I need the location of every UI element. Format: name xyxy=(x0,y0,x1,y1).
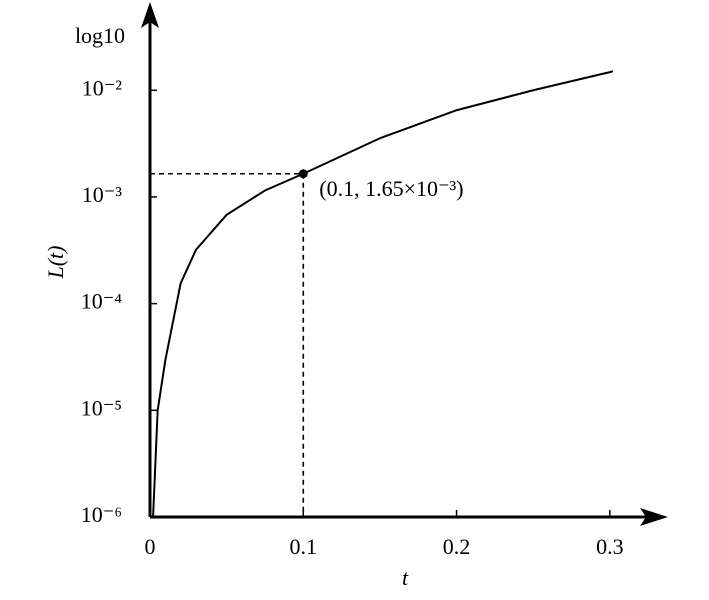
y-tick-label: 10⁻⁵ xyxy=(81,395,122,420)
x-tick-label: 0.1 xyxy=(290,534,318,559)
y-axis-arrow xyxy=(141,2,159,28)
x-tick-label: 0.3 xyxy=(596,534,624,559)
x-axis-arrow xyxy=(640,508,668,526)
highlight-point xyxy=(298,169,308,179)
x-tick-label: 0.2 xyxy=(443,534,471,559)
y-tick-label: 10⁻⁶ xyxy=(81,502,122,527)
line-series xyxy=(152,70,614,518)
x-tick-label: 0 xyxy=(145,534,156,559)
y-tick-label: 10⁻⁴ xyxy=(81,289,123,314)
y-axis-top-label: log10 xyxy=(75,23,125,48)
y-tick-label: 10⁻³ xyxy=(82,182,123,207)
y-axis-label: L(t) xyxy=(43,246,68,280)
highlight-label: (0.1, 1.65×10⁻³) xyxy=(319,176,463,201)
x-axis-label: t xyxy=(402,565,409,590)
y-tick-label: 10⁻² xyxy=(82,75,123,100)
